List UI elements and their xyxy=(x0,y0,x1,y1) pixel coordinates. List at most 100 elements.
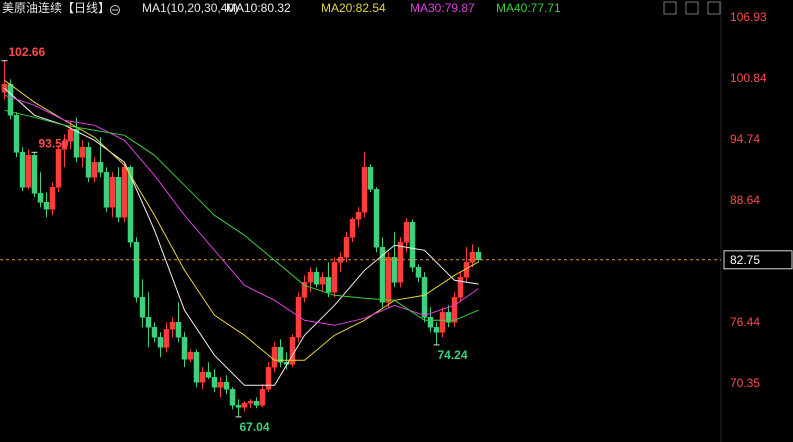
candle-body xyxy=(397,242,404,283)
candle-body xyxy=(391,257,398,283)
y-tick-label: 100.84 xyxy=(730,71,767,85)
candle-body xyxy=(235,405,242,408)
candle-body xyxy=(85,147,92,178)
candle-body xyxy=(343,237,350,258)
candle-body xyxy=(217,382,224,388)
candle-body xyxy=(103,172,110,208)
ma-line xyxy=(4,109,479,321)
candle-body xyxy=(97,162,104,173)
candle-body xyxy=(7,84,14,116)
candle-body xyxy=(379,247,386,303)
candle-body xyxy=(151,327,158,338)
candle-body xyxy=(259,389,266,406)
candle-body xyxy=(361,167,368,213)
candle-body xyxy=(115,177,122,218)
ma-line xyxy=(4,79,479,361)
candle-body xyxy=(19,152,26,188)
candle-body xyxy=(13,115,20,153)
icon[interactable] xyxy=(663,1,677,15)
indicator-label: MA1(10,20,30,40) xyxy=(142,1,238,15)
candle-body xyxy=(205,372,212,378)
candle-body xyxy=(211,377,218,388)
candle-body xyxy=(283,362,290,365)
candle-body xyxy=(319,277,326,285)
candle-body xyxy=(181,337,188,360)
candle-body xyxy=(31,155,38,194)
candle-body xyxy=(457,277,464,298)
legend-entry: MA30:79.87 xyxy=(410,1,475,15)
candle-body xyxy=(139,297,146,318)
y-tick-label: 88.64 xyxy=(730,193,760,207)
candle-body xyxy=(163,329,170,348)
candle-body xyxy=(325,277,332,293)
annotation-label: 74.24 xyxy=(437,348,467,362)
candle-body xyxy=(415,267,422,278)
candle-body xyxy=(331,262,338,293)
last-price-box xyxy=(723,250,793,270)
candle-body xyxy=(403,222,410,243)
candle-body xyxy=(55,149,62,188)
candle-body xyxy=(67,129,74,142)
candle-body xyxy=(193,352,200,383)
y-tick-label: 70.35 xyxy=(730,376,760,390)
candle-body xyxy=(409,222,416,268)
icon[interactable] xyxy=(685,1,699,15)
candle-body xyxy=(229,389,236,406)
candle-body xyxy=(91,162,98,178)
y-tick-label: 106.93 xyxy=(730,10,767,24)
candle-body xyxy=(43,202,50,210)
candle-body xyxy=(427,317,434,328)
candle-body xyxy=(145,317,152,328)
ma-line xyxy=(4,87,479,386)
ma-line xyxy=(4,94,479,326)
annotation-label: 102.66 xyxy=(9,45,46,59)
candle-body xyxy=(355,212,362,220)
candle-body xyxy=(367,167,374,190)
icon[interactable] xyxy=(707,1,721,15)
candle-body xyxy=(469,252,476,263)
candle-body xyxy=(385,257,392,303)
candle-body xyxy=(187,352,194,360)
candle-body xyxy=(175,322,182,338)
candle-body xyxy=(277,347,284,363)
legend-entry: MA20:82.54 xyxy=(321,1,386,15)
candle-body xyxy=(301,282,308,298)
candle-body xyxy=(157,337,164,348)
candle-body xyxy=(61,141,68,150)
candle-body xyxy=(421,277,428,318)
candle-body xyxy=(223,382,230,390)
candle-body xyxy=(349,219,356,238)
legend-entry: MA10:80.32 xyxy=(226,1,291,15)
y-tick-label: 94.74 xyxy=(730,132,760,146)
candle-body xyxy=(241,403,248,408)
settings-icon[interactable] xyxy=(110,5,120,15)
candle-body xyxy=(127,167,134,243)
candle-body xyxy=(451,297,458,323)
candle-body xyxy=(49,187,56,210)
y-tick-label: 76.44 xyxy=(730,315,760,329)
candle-body xyxy=(109,177,116,208)
candle-body xyxy=(313,272,320,285)
candle-body xyxy=(37,193,44,203)
annotation-label: 93.50 xyxy=(39,136,69,150)
candle-body xyxy=(79,147,86,158)
annotation-label: 67.04 xyxy=(239,420,269,434)
candle-body xyxy=(307,272,314,283)
candle-body xyxy=(373,189,380,248)
candle-body xyxy=(199,372,206,383)
candle-body xyxy=(121,167,128,218)
candle-body xyxy=(253,401,260,406)
last-price-label: 82.75 xyxy=(730,253,760,267)
candle-body xyxy=(133,242,140,298)
candle-body xyxy=(265,367,272,390)
candle-body xyxy=(445,312,452,323)
chart-title: 美原油连续【日线】 xyxy=(2,0,110,15)
candle-body xyxy=(73,129,80,158)
candle-body xyxy=(439,312,446,333)
candle-body xyxy=(271,347,278,368)
candle-body xyxy=(25,155,32,188)
candle-body xyxy=(169,322,176,330)
candle-body xyxy=(295,297,302,338)
